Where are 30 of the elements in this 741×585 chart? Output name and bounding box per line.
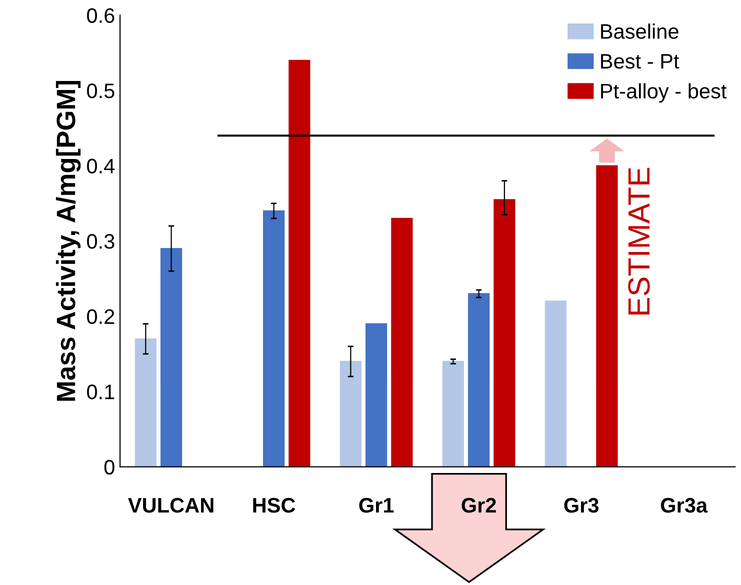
y-tick-label: 0.5 [87,83,114,98]
y-tick-label: 0.3 [87,234,114,249]
y-tick-label: 0.2 [87,309,114,324]
bar [134,338,156,467]
bar [391,218,413,467]
bar [468,293,490,467]
bar [442,360,464,467]
y-tick-label: 0 [104,460,114,475]
legend-label: Baseline [601,24,678,39]
bar [340,360,362,467]
y-tick-label: 0.6 [87,8,114,23]
legend-label: Pt-alloy - best [601,83,727,103]
bar [544,300,566,467]
x-tick-label: Gr3a [660,498,708,513]
bar [288,60,310,467]
y-tick-label: 0.4 [87,158,115,174]
x-tick-label: Gr3 [564,498,599,513]
annotation: ESTIMATE [628,168,650,315]
x-tick-label: Gr2 [462,498,496,513]
x-tick-label: HSC [253,498,296,513]
legend-label: Best - Pt [601,54,680,69]
x-tick-label: Gr1 [359,498,394,513]
bar [494,199,516,467]
y-tick-label: 0.1 [87,384,114,400]
bar [262,210,285,467]
bar [160,248,182,467]
x-tick-label: VULCAN [128,498,214,513]
y-axis-title: Mass Activity, A/mg[PGM] [56,80,81,401]
bar [596,165,618,467]
bar [366,323,388,467]
